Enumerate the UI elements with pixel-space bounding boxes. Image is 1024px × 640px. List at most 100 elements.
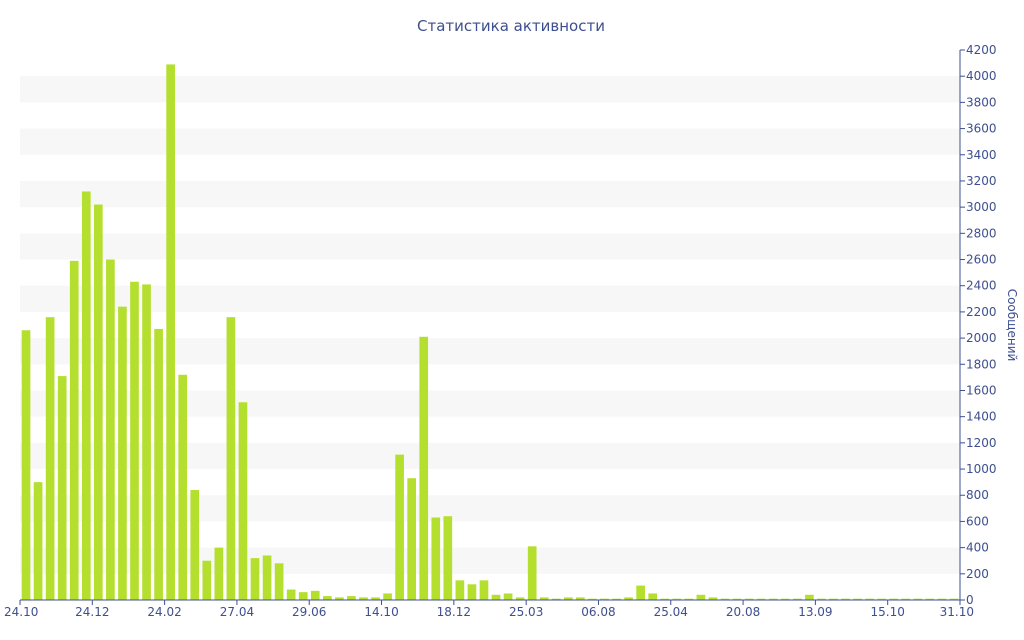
bar xyxy=(154,328,163,600)
bar xyxy=(744,598,754,600)
bar xyxy=(792,598,802,600)
bar xyxy=(33,482,43,600)
bar xyxy=(93,204,103,600)
bar xyxy=(178,374,188,600)
bar xyxy=(118,306,127,600)
bar xyxy=(238,402,248,600)
bar xyxy=(853,598,862,600)
bar xyxy=(648,593,658,600)
bar xyxy=(576,597,585,600)
y-tick-label: 2600 xyxy=(966,253,997,267)
x-tick-label: 14.10 xyxy=(364,605,398,619)
x-tick-label: 29.06 xyxy=(292,605,326,619)
bar xyxy=(190,490,200,600)
chart-title: Статистика активности xyxy=(417,17,605,35)
bar xyxy=(937,598,947,600)
bar xyxy=(768,598,778,600)
y-tick-label: 400 xyxy=(966,541,989,555)
y-tick-label: 3200 xyxy=(966,174,997,188)
bar xyxy=(431,517,441,600)
bar xyxy=(130,281,139,600)
bar xyxy=(503,593,513,600)
y-tick-label: 2800 xyxy=(966,226,997,240)
y-tick-label: 3600 xyxy=(966,122,997,136)
y-tick-label: 1400 xyxy=(966,410,997,424)
bar xyxy=(166,64,175,600)
grid-band xyxy=(20,442,960,470)
bar xyxy=(539,597,549,600)
x-tick-label: 24.10 xyxy=(4,605,38,619)
grid-band xyxy=(20,76,960,103)
x-tick-label: 27.04 xyxy=(220,605,254,619)
x-tick-label: 18.12 xyxy=(437,605,471,619)
grid-band xyxy=(20,233,960,260)
bar xyxy=(69,260,79,600)
bar xyxy=(672,598,682,600)
bar xyxy=(756,598,766,600)
grid-band xyxy=(20,128,960,155)
grid-band xyxy=(20,338,960,365)
y-tick-label: 3400 xyxy=(966,148,997,162)
bar xyxy=(865,598,874,600)
bar xyxy=(877,598,887,600)
bar xyxy=(660,598,670,600)
y-tick-label: 1200 xyxy=(966,436,997,450)
grid-band xyxy=(20,547,960,574)
bar xyxy=(202,560,212,600)
bar xyxy=(371,597,380,600)
y-tick-label: 800 xyxy=(966,488,989,502)
grid-band xyxy=(20,285,960,312)
x-axis-ticks: 24.10 24.12 24.02 27.04 29.06 14.10 18.12 25.03… xyxy=(4,600,974,619)
grid-band xyxy=(20,390,960,417)
bar xyxy=(732,598,742,600)
bar xyxy=(262,555,272,600)
bar xyxy=(720,598,730,600)
bar xyxy=(527,546,537,600)
bar xyxy=(395,454,404,600)
bar xyxy=(949,598,959,600)
y-tick-label: 2400 xyxy=(966,279,997,293)
bar xyxy=(780,598,790,600)
bar xyxy=(491,594,501,600)
bar xyxy=(106,259,115,600)
bar xyxy=(479,580,489,600)
bar xyxy=(455,580,465,600)
bar xyxy=(600,598,609,600)
bar xyxy=(889,598,899,600)
bar xyxy=(57,376,67,600)
bar xyxy=(467,584,477,600)
bar xyxy=(322,596,332,600)
bar xyxy=(515,597,525,600)
bar xyxy=(708,597,718,600)
bar xyxy=(636,585,645,600)
y-tick-label: 3000 xyxy=(966,200,997,214)
bar-series xyxy=(21,64,959,600)
y-tick-label: 1600 xyxy=(966,383,997,397)
y-tick-label: 0 xyxy=(966,593,974,607)
y-axis-label: Сообщений xyxy=(1005,289,1019,362)
y-tick-label: 1800 xyxy=(966,357,997,371)
bar xyxy=(335,597,344,600)
y-tick-label: 200 xyxy=(966,567,989,581)
bar xyxy=(407,478,417,600)
bar xyxy=(274,563,284,600)
bar xyxy=(383,593,392,600)
bar xyxy=(310,590,320,600)
bar xyxy=(817,598,826,600)
bar xyxy=(443,516,453,600)
bar xyxy=(588,598,597,600)
bar xyxy=(142,284,151,600)
x-tick-label: 31.10 xyxy=(940,605,974,619)
bar xyxy=(226,317,236,600)
bar xyxy=(829,598,838,600)
bar xyxy=(419,336,429,600)
x-tick-label: 06.08 xyxy=(581,605,615,619)
bar xyxy=(805,594,814,600)
bar xyxy=(925,598,935,600)
bar xyxy=(624,597,633,600)
bar xyxy=(901,598,911,600)
y-tick-label: 4200 xyxy=(966,43,997,57)
bar xyxy=(612,598,621,600)
bar xyxy=(286,589,296,600)
